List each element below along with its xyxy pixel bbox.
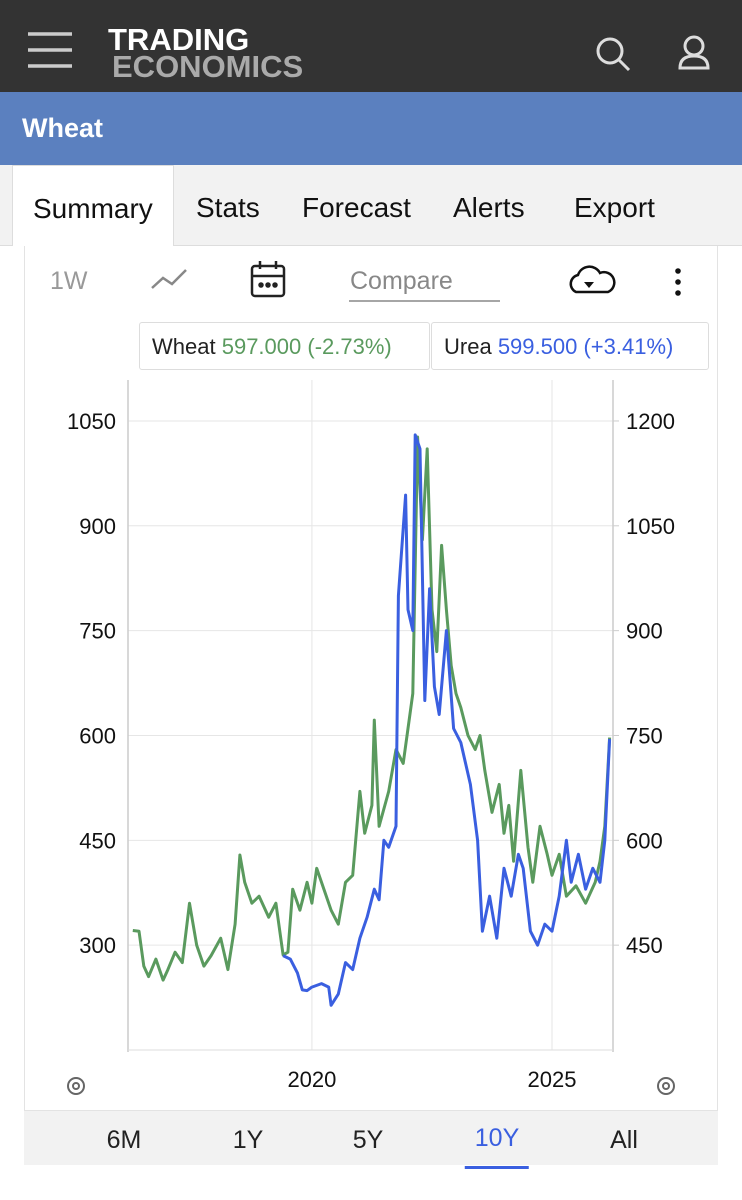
y-tick-label: 450 <box>79 828 116 853</box>
y2-tick-label: 1200 <box>626 409 675 434</box>
user-icon[interactable] <box>678 35 710 70</box>
tab[interactable]: Export <box>574 192 655 223</box>
x-tick-label: 2020 <box>287 1067 336 1092</box>
line-type-icon[interactable] <box>151 269 187 289</box>
settings-icon-left[interactable] <box>67 1077 85 1095</box>
toolbar: 1W Compare <box>50 261 681 302</box>
legend-name: Urea <box>444 334 492 359</box>
more-icon[interactable] <box>675 268 681 296</box>
range-bar: 6M 1Y 5Y 10Y All <box>24 1110 718 1169</box>
range-button[interactable]: All <box>610 1126 638 1154</box>
series-line <box>132 435 612 982</box>
range-button[interactable]: 5Y <box>352 1126 384 1154</box>
y2-tick-label: 450 <box>626 933 663 958</box>
x-tick-label: 2025 <box>528 1067 577 1092</box>
y-tick-label: 900 <box>79 514 116 539</box>
range-button[interactable]: 10Y <box>464 1111 530 1169</box>
range-button[interactable]: 1Y <box>232 1126 264 1154</box>
legend-item: Wheat 597.000 (-2.73%) <box>139 322 430 370</box>
y2-tick-label: 900 <box>626 619 663 644</box>
y-tick-label: 1050 <box>67 409 116 434</box>
chart-card <box>24 246 718 1164</box>
tab[interactable]: Summary <box>12 165 174 246</box>
y2-tick-label: 600 <box>626 828 663 853</box>
legend-value: 597.000 <box>221 334 302 359</box>
logo-top[interactable]: TRADING <box>108 22 249 57</box>
top-bar-icons: TRADING ECONOMICS <box>28 22 710 84</box>
y-tick-label: 600 <box>79 723 116 748</box>
compare-input[interactable]: Compare <box>350 267 453 295</box>
series-line <box>282 433 612 1007</box>
calendar-icon[interactable] <box>250 261 286 298</box>
y-tick-label: 750 <box>79 619 116 644</box>
tab[interactable]: Forecast <box>302 192 411 223</box>
menu-icon[interactable] <box>28 32 72 68</box>
y-tick-label: 300 <box>79 933 116 958</box>
range-button[interactable]: 6M <box>106 1126 142 1154</box>
period-button[interactable]: 1W <box>50 267 88 295</box>
legend-change: (-2.73%) <box>307 334 392 359</box>
legend-name: Wheat <box>152 334 216 359</box>
page-title: Wheat <box>0 92 742 165</box>
tab[interactable]: Stats <box>196 192 260 223</box>
tab-bar: Summary Stats Forecast Alerts Export <box>0 165 742 246</box>
legend-change: (+3.41%) <box>583 334 674 359</box>
settings-icon-right[interactable] <box>657 1077 675 1095</box>
top-bar: TRADING ECONOMICS <box>0 0 742 92</box>
logo-bottom[interactable]: ECONOMICS <box>112 49 303 84</box>
legend-item: Urea 599.500 (+3.41%) <box>431 322 709 370</box>
y2-tick-label: 1050 <box>626 514 675 539</box>
search-icon[interactable] <box>596 37 631 72</box>
download-icon[interactable] <box>569 265 616 294</box>
y2-tick-label: 750 <box>626 723 663 748</box>
chart: 300 450 600 750 900 1050 450 600 750 900 1050 1200 2… <box>67 380 675 1095</box>
legend-value: 599.500 <box>497 334 578 359</box>
tab[interactable]: Alerts <box>453 192 525 223</box>
